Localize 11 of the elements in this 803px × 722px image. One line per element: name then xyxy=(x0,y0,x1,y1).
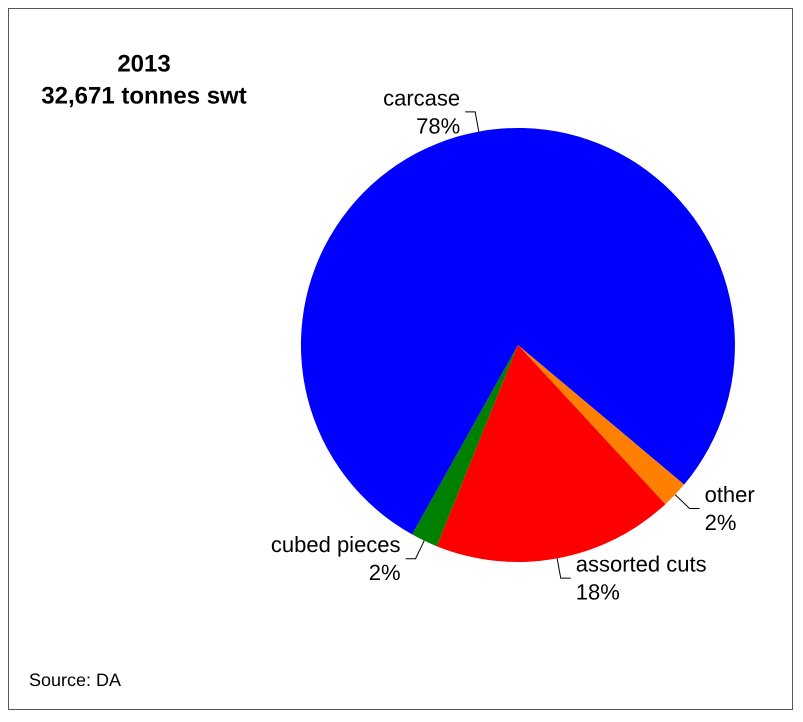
data-label: 2% xyxy=(704,510,736,535)
slice-label: other xyxy=(704,482,755,507)
slice-label: assorted cuts xyxy=(576,552,707,577)
source-note: Source: DA xyxy=(29,670,122,690)
chart-title: 2013 xyxy=(117,50,171,78)
data-label: 18% xyxy=(576,580,620,605)
chart-subtitle: 32,671 tonnes swt xyxy=(41,82,247,110)
slice-label: carcase xyxy=(383,85,460,110)
data-label: 78% xyxy=(416,113,460,138)
slice-label: cubed pieces xyxy=(270,532,401,558)
data-label: 2% xyxy=(368,560,401,586)
